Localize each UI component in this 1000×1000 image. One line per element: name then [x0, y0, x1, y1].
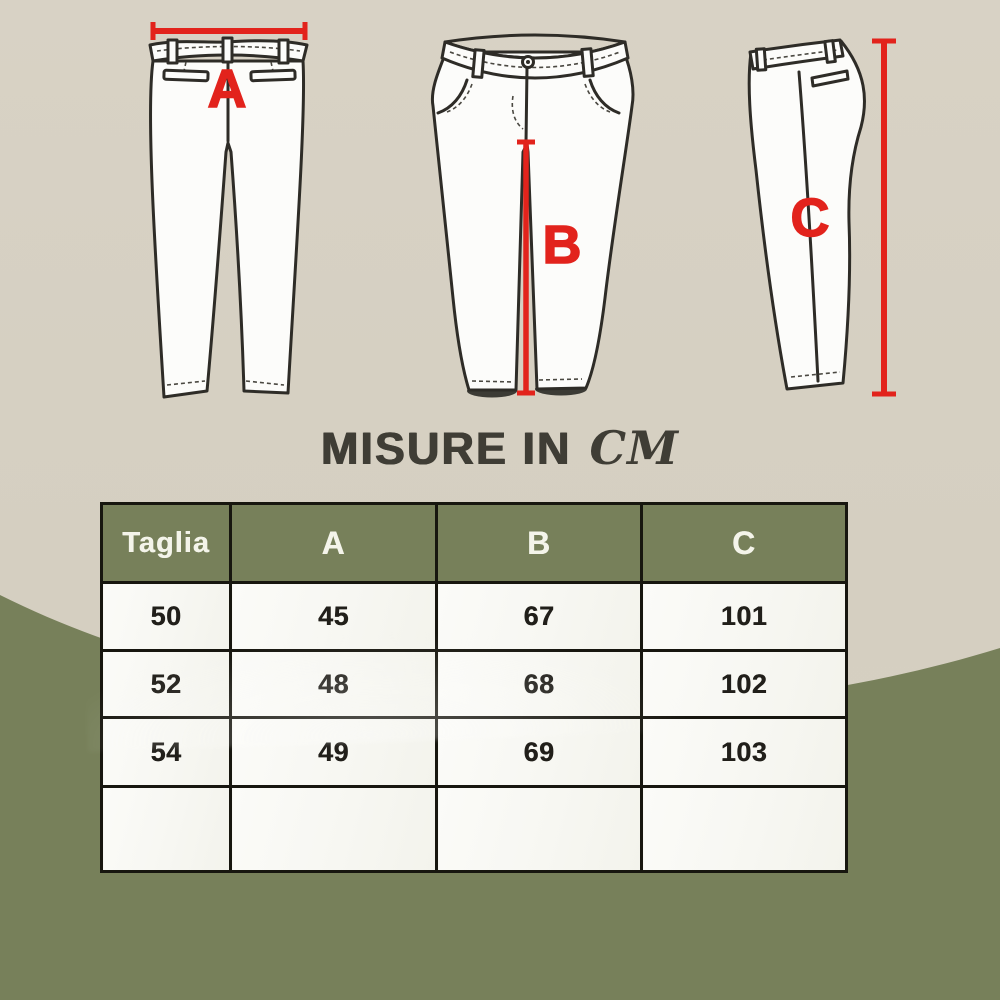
size-cell: 103 [640, 716, 848, 788]
belt-loop [823, 39, 837, 64]
title-text: MISURE IN [320, 423, 572, 474]
size-cell: 54 [100, 716, 232, 788]
table-row: 52 48 68 102 [100, 649, 848, 719]
size-cell: 68 [435, 649, 643, 719]
pants-front-view: B [430, 33, 635, 398]
size-cell: 50 [100, 581, 232, 652]
size-cell: 49 [229, 716, 438, 788]
front-hem-stitch-right [538, 378, 583, 381]
belt-loop [580, 47, 595, 78]
size-cell: 69 [435, 716, 643, 788]
fly-stitch [511, 95, 524, 130]
side-waistband [748, 38, 845, 71]
size-cell: 45 [229, 581, 438, 652]
belt-loop [277, 38, 290, 65]
front-pocket-stitch-right [584, 83, 611, 113]
back-hem-stitch-left [166, 380, 206, 386]
pants-side-view: C [747, 38, 896, 397]
header-row: Taglia A B C [100, 502, 848, 584]
size-cell: 101 [640, 581, 848, 652]
measure-label-c: C [791, 188, 830, 248]
back-welt-pocket-right [249, 68, 297, 83]
measure-label-b: B [543, 215, 582, 275]
column-header-a: A [229, 502, 438, 584]
size-table: Taglia A B C 50 45 67 101 52 48 68 102 5… [100, 502, 848, 873]
table-row: 50 45 67 101 [100, 581, 848, 652]
size-cell: 48 [229, 649, 438, 719]
back-body [149, 59, 306, 399]
size-cell [640, 785, 848, 873]
front-hem-stitch-left [471, 380, 515, 383]
back-pocket-stitch-right [270, 61, 274, 72]
side-seam [797, 70, 820, 383]
table-row-empty [100, 785, 848, 873]
size-cell: 102 [640, 649, 848, 719]
front-pocket-left [436, 78, 469, 115]
back-hem-stitch-right [245, 380, 285, 386]
belt-loop [754, 47, 768, 72]
size-cell [100, 785, 232, 873]
belt-loop [221, 36, 234, 64]
front-pocket-right [588, 78, 621, 115]
size-cell [435, 785, 643, 873]
side-hem-stitch [790, 371, 841, 378]
table-row: 54 49 69 103 [100, 716, 848, 788]
side-pocket-welt [810, 69, 850, 88]
front-waistband [440, 40, 630, 80]
size-cell: 67 [435, 581, 643, 652]
size-cell [229, 785, 438, 873]
column-header-c: C [640, 502, 848, 584]
belt-loop [166, 38, 179, 65]
front-waistband-stitch [449, 51, 621, 69]
waist-button-center [526, 60, 530, 64]
front-center-line [524, 66, 529, 145]
pants-diagrams: A B [148, 22, 896, 399]
measure-label-a: A [208, 59, 247, 119]
back-welt-pocket-left [162, 68, 210, 83]
size-cell: 52 [100, 649, 232, 719]
title-unit: CM [589, 421, 680, 475]
pants-back-view: A [148, 22, 309, 399]
column-header-taglia: Taglia [100, 502, 232, 584]
side-body [747, 39, 866, 391]
belt-loop [471, 48, 486, 79]
front-pocket-stitch-left [446, 83, 473, 113]
page-title: MISURE IN CM [0, 421, 1000, 475]
column-header-b: B [435, 502, 643, 584]
